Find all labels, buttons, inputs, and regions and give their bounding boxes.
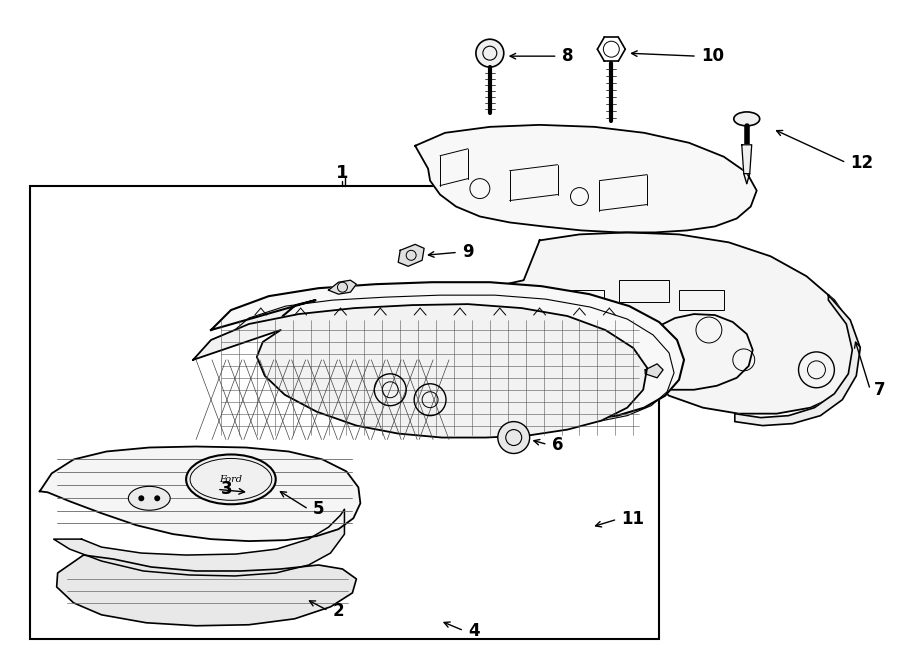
Circle shape — [139, 495, 144, 501]
Polygon shape — [40, 447, 360, 541]
Text: 2: 2 — [332, 602, 344, 620]
Ellipse shape — [129, 486, 170, 510]
Polygon shape — [328, 280, 356, 294]
Bar — [619, 280, 669, 302]
Polygon shape — [645, 364, 663, 378]
Text: Ford: Ford — [220, 475, 242, 484]
Text: 1: 1 — [337, 164, 348, 182]
Polygon shape — [442, 233, 859, 414]
Polygon shape — [742, 145, 751, 174]
Polygon shape — [211, 282, 684, 422]
Polygon shape — [229, 295, 674, 428]
Text: 11: 11 — [621, 510, 644, 528]
Bar — [30, 186, 659, 639]
Text: 4: 4 — [468, 622, 480, 640]
Text: 8: 8 — [562, 47, 573, 65]
Text: 7: 7 — [874, 381, 886, 399]
Circle shape — [154, 495, 160, 501]
Text: 6: 6 — [552, 436, 563, 453]
Polygon shape — [54, 509, 345, 576]
Polygon shape — [415, 125, 757, 233]
Ellipse shape — [734, 112, 760, 126]
Text: 12: 12 — [850, 154, 873, 172]
Bar — [550, 290, 604, 315]
Polygon shape — [734, 295, 860, 426]
Text: 5: 5 — [312, 500, 324, 518]
Polygon shape — [398, 245, 424, 266]
Polygon shape — [57, 555, 356, 626]
Polygon shape — [194, 304, 647, 438]
Circle shape — [498, 422, 530, 453]
Circle shape — [476, 39, 504, 67]
Text: 10: 10 — [701, 47, 724, 65]
Text: 9: 9 — [462, 243, 473, 261]
Text: 3: 3 — [221, 481, 232, 498]
Ellipse shape — [186, 455, 275, 504]
Bar — [679, 290, 724, 310]
